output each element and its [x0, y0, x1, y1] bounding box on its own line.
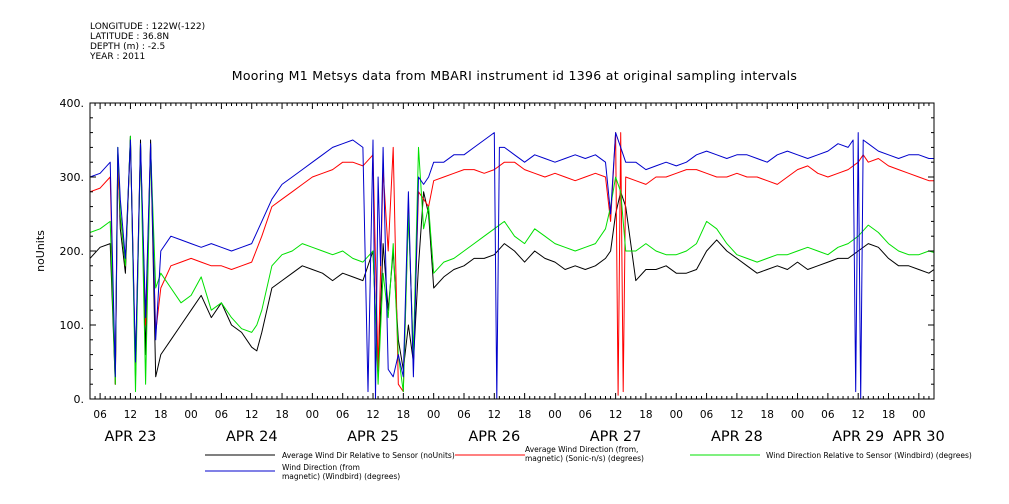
legend-label: Average Wind Dir Relative to Sensor (noU… [282, 451, 455, 460]
hour-tick-label: 06 [700, 409, 714, 421]
hour-tick-label: 06 [579, 409, 593, 421]
hour-tick-label: 06 [457, 409, 471, 421]
hour-tick-label: 18 [154, 409, 167, 421]
legend-label: magnetic) (Sonic-n/s) (degrees) [525, 454, 644, 463]
hour-tick-label: 00 [548, 409, 561, 421]
hour-tick-label: 12 [245, 409, 258, 421]
depth-text: DEPTH (m) : -2.5 [90, 42, 166, 52]
hour-tick-label: 12 [730, 409, 743, 421]
hour-tick-label: 12 [366, 409, 379, 421]
day-label: APR 28 [711, 429, 763, 445]
year-text: YEAR : 2011 [90, 52, 146, 62]
hour-tick-label: 18 [397, 409, 410, 421]
hour-tick-label: 00 [670, 409, 683, 421]
legend-item-1: Average Wind Dir Relative to Sensor (noU… [205, 451, 455, 460]
y-axis-label: noUnits [34, 230, 47, 272]
series-group [89, 132, 935, 400]
day-label: APR 24 [226, 429, 278, 445]
hour-tick-labels: 06 12 18 00 06 12 18 00 06 12 18 00 06 12 18 00 06 12 18 00… [93, 409, 925, 421]
hour-tick-label: 06 [215, 409, 229, 421]
legend-label: Wind Direction (from [282, 463, 360, 472]
y-tick-label: 200. [60, 245, 85, 258]
hour-tick-label: 00 [184, 409, 197, 421]
hour-tick-label: 12 [609, 409, 622, 421]
legend-label: Average Wind Direction (from, [525, 445, 638, 454]
legend-label: magnetic) (Windbird) (degrees) [282, 472, 400, 481]
hour-tick-label: 18 [761, 409, 774, 421]
hour-tick-label: 06 [821, 409, 835, 421]
hour-tick-label: 12 [488, 409, 501, 421]
series-line-1 [89, 135, 935, 385]
hour-tick-label: 18 [882, 409, 895, 421]
day-label: APR 25 [347, 429, 399, 445]
y-axis: 0. 100. 200. 300. 400. [60, 97, 934, 406]
hour-tick-label: 18 [518, 409, 531, 421]
day-label: APR 30 [893, 429, 945, 445]
hour-tick-label: 00 [912, 409, 925, 421]
plot-frame [89, 102, 935, 400]
y-tick-label: 100. [60, 319, 85, 332]
hour-ticks [89, 103, 935, 399]
day-label: APR 26 [468, 429, 520, 445]
hour-tick-label: 00 [427, 409, 440, 421]
legend-item-2: Average Wind Direction (from,magnetic) (… [455, 445, 644, 463]
hour-tick-label: 18 [639, 409, 652, 421]
longitude-text: LONGITUDE : 122W(-122) [90, 22, 206, 32]
hour-tick-label: 00 [306, 409, 319, 421]
hour-tick-label: 06 [336, 409, 350, 421]
hour-tick-label: 06 [93, 409, 107, 421]
legend: Average Wind Dir Relative to Sensor (noU… [205, 445, 972, 481]
series-line-2 [89, 132, 934, 396]
latitude-text: LATITUDE : 36.8N [90, 32, 170, 42]
y-tick-label: 0. [74, 393, 85, 406]
series-line-3 [89, 135, 935, 393]
day-label: APR 29 [832, 429, 884, 445]
legend-label: Wind Direction Relative to Sensor (Windb… [766, 451, 972, 460]
y-tick-label: 300. [60, 171, 85, 184]
metadata-block: LONGITUDE : 122W(-122) LATITUDE : 36.8N … [90, 22, 205, 62]
hour-tick-label: 12 [124, 409, 137, 421]
y-tick-label: 400. [60, 97, 85, 110]
hour-tick-label: 18 [275, 409, 288, 421]
hour-tick-label: 00 [791, 409, 804, 421]
day-label: APR 23 [105, 429, 157, 445]
series-line-4 [89, 132, 934, 400]
chart-title: Mooring M1 Metsys data from MBARI instru… [231, 68, 798, 83]
legend-item-3: Wind Direction Relative to Sensor (Windb… [690, 451, 972, 460]
day-label: APR 27 [590, 429, 642, 445]
hour-tick-label: 12 [852, 409, 865, 421]
day-labels: APR 23 APR 24 APR 25 APR 26 APR 27 APR 28 APR … [105, 429, 945, 445]
